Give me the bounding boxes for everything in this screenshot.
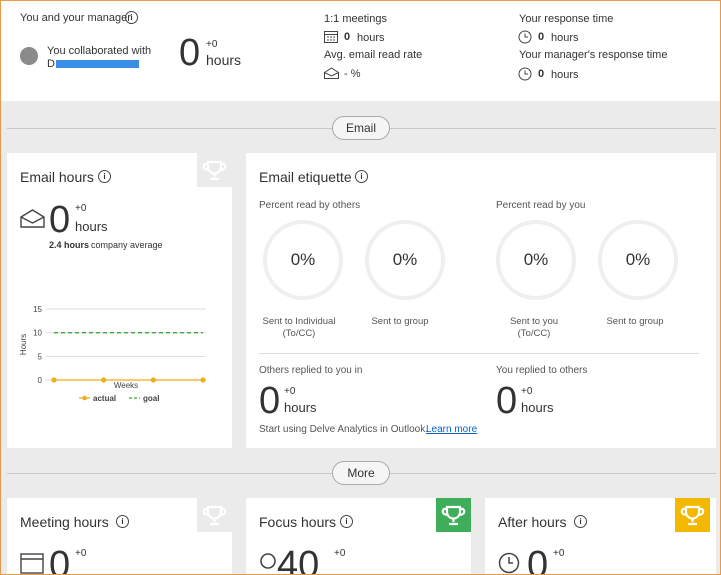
trophy-badge [197,153,232,187]
card-title: Email hours [20,169,94,185]
clock-icon [518,30,532,44]
gauge-label: Sent to group [371,316,429,327]
point [150,377,156,383]
read-rate-value: - % [344,68,361,80]
others-replied-title: Others replied to you in [259,365,363,376]
learn-more-link[interactable]: Learn more [426,424,478,435]
legend-label: actual [93,394,116,403]
trophy-badge [197,498,232,532]
info-icon[interactable]: i [116,515,129,528]
card-title: Email etiquette [259,169,352,185]
you-replied-value: 0 [496,380,518,422]
others-replied-unit: hours [284,400,317,415]
collaborated-label: You collaborated with [47,45,152,57]
manager-title: You and your manager [20,12,131,24]
read-by-you: Percent read by you [496,200,586,211]
trophy-badge [675,498,710,532]
y-tick-label: 0 [38,376,43,385]
legend-dot [82,395,87,401]
gauge-label: Sent to you (To/CC) [509,316,559,339]
manager-response-value: 0 [538,68,545,80]
read-by-others: Percent read by others [259,200,361,211]
card-delta: +0 [553,548,565,559]
you-replied-unit: hours [521,400,554,415]
company-average-value: 2.4 hours [49,240,90,250]
gauge-label: Sent to Individual (To/CC) [262,316,336,339]
gauge: 0% [598,220,678,300]
info-icon[interactable]: i [574,515,587,528]
gauge: 0% [263,220,343,300]
company-average-label: company average [91,240,163,250]
lens-icon [260,553,276,569]
you-replied-title: You replied to others [496,365,588,376]
manager-name: D [47,58,55,70]
envelope-icon [20,209,45,228]
card-title: Meeting hours [20,514,109,530]
y-tick-label: 10 [33,329,42,338]
you-replied-delta: +0 [521,386,533,397]
card-value: 0 [527,544,549,575]
email-hours-card [7,153,232,448]
point [51,377,57,383]
footer-text: Start using Delve Analytics in Outlook. [259,424,428,435]
gauge: 0% [365,220,445,300]
response-unit: hours [551,32,579,44]
gauge-label: Sent to group [606,316,664,327]
y-axis-label: Hours [19,334,28,355]
info-icon[interactable]: i [98,170,111,183]
legend-label: goal [143,394,159,403]
collab-delta: +0 [206,39,218,50]
others-replied-value: 0 [259,380,281,422]
calendar-icon [20,553,44,574]
y-tick-label: 15 [33,305,42,314]
manager-response-title: Your manager's response time [519,49,668,61]
manager-response-unit: hours [551,69,579,81]
info-icon[interactable]: i [340,515,353,528]
others-replied-delta: +0 [284,386,296,397]
divider [259,353,699,354]
x-axis-label: Weeks [114,381,138,390]
collab-unit: hours [206,52,242,68]
section-pill[interactable]: Email [332,116,390,140]
card-value: 40 [277,544,320,575]
card-title: Focus hours [259,514,337,530]
card-delta: +0 [75,548,87,559]
redaction [56,60,139,68]
calendar-icon [324,31,338,43]
trophy-badge [436,498,471,532]
meetings-value: 0 [344,31,351,43]
point [200,377,206,383]
gauge: 0% [496,220,576,300]
meetings-title: 1:1 meetings [324,13,387,25]
read-rate-title: Avg. email read rate [324,49,423,61]
info-icon[interactable]: i [125,11,138,24]
section-pill[interactable]: More [332,461,390,485]
clock-icon [518,67,532,81]
clock-icon [498,552,520,574]
response-value: 0 [538,31,545,43]
meetings-unit: hours [357,32,385,44]
email-hours-delta: +0 [75,203,87,214]
collab-hours: 0 [179,32,201,74]
info-icon[interactable]: i [355,170,368,183]
card-title: After hours [498,514,567,530]
etiquette-card [246,153,716,448]
avatar [20,47,38,65]
meeting-hours-card [7,498,232,574]
manager-panel [1,1,720,101]
y-tick-label: 5 [38,352,43,361]
email-hours-unit: hours [75,219,108,234]
email-hours-value: 0 [49,199,71,241]
response-title: Your response time [519,13,614,25]
envelope-icon [324,67,339,79]
point [101,377,107,383]
card-delta: +0 [334,548,346,559]
focus-hours-card [246,498,471,574]
card-value: 0 [49,544,71,575]
